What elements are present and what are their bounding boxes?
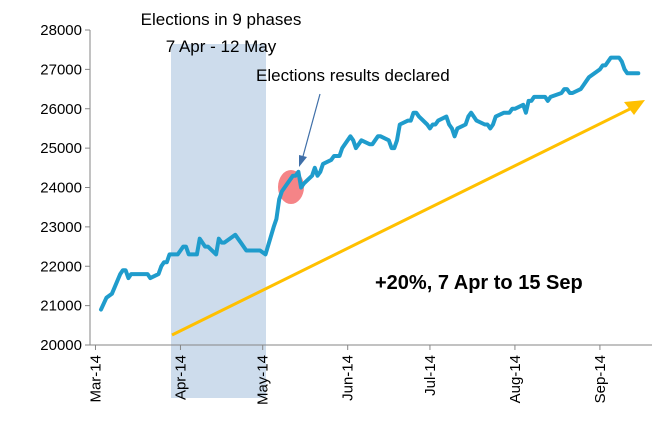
y-tick-label: 27000 (40, 61, 82, 78)
results-pointer-line (301, 93, 321, 161)
y-tick-label: 25000 (40, 140, 82, 157)
y-tick-label: 24000 (40, 180, 82, 197)
election-period-shade (171, 44, 266, 398)
shade-label-phases: Elections in 9 phases (141, 10, 302, 29)
y-tick-label: 23000 (40, 219, 82, 236)
x-tick-label: Aug-14 (507, 355, 524, 403)
y-tick-label: 21000 (40, 298, 82, 315)
y-tick-label: 28000 (40, 22, 82, 39)
results-declared-label: Elections results declared (256, 66, 450, 85)
y-tick-label: 22000 (40, 258, 82, 275)
trend-arrowhead (624, 100, 645, 115)
results-pointer-arrowhead (299, 155, 307, 167)
x-tick-label: Mar-14 (87, 355, 104, 403)
x-tick-label: Sep-14 (592, 355, 609, 403)
x-tick-label: May-14 (255, 355, 272, 405)
x-tick-label: Jun-14 (340, 355, 357, 401)
trend-line (171, 104, 637, 337)
y-tick-label: 20000 (40, 337, 82, 354)
trend-change-label: +20%, 7 Apr to 15 Sep (375, 272, 583, 294)
series-line-index (99, 55, 641, 312)
x-tick-label: Jul-14 (422, 355, 439, 396)
shade-label-dates: 7 Apr - 12 May (166, 37, 277, 56)
x-tick-label: Apr-14 (172, 355, 189, 400)
y-tick-label: 26000 (40, 101, 82, 118)
results-highlight-marker (278, 170, 304, 204)
